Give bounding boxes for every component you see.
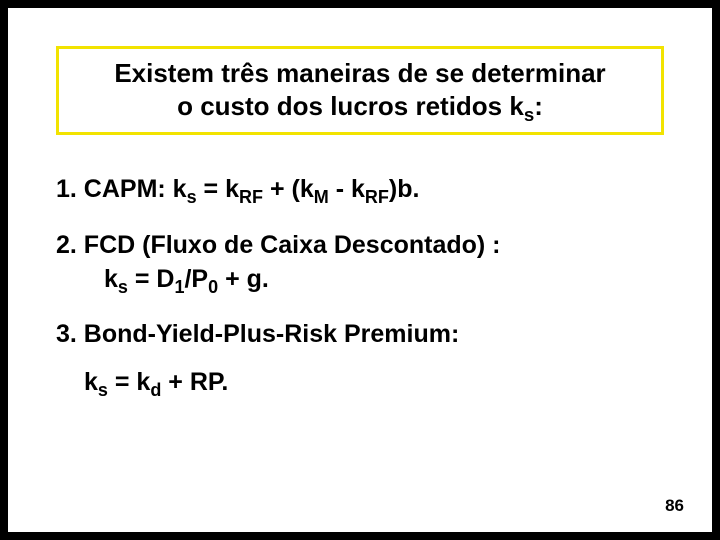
list-item: 2. FCD (Fluxo de Caixa Descontado) : ks … [56, 229, 664, 297]
text-fragment: = k [108, 368, 150, 396]
title-line-2: o custo dos lucros retidos ks: [73, 90, 647, 123]
page-number: 86 [665, 496, 684, 516]
subscript: s [118, 277, 128, 297]
text-fragment: - k [329, 175, 365, 203]
subscript: s [98, 380, 108, 400]
text-fragment: k [104, 265, 118, 293]
formula-line: ks = kd + RP. [56, 366, 664, 400]
subscript: RF [239, 187, 263, 207]
text-fragment: 1. CAPM: k [56, 175, 187, 203]
text-fragment: 2. FCD (Fluxo de Caixa Descontado) : [56, 231, 501, 259]
subscript: s [187, 187, 197, 207]
subscript: M [314, 187, 329, 207]
list-item: 3. Bond-Yield-Plus-Risk Premium: ks = kd… [56, 318, 664, 400]
text-fragment: = k [197, 175, 239, 203]
text-fragment: /P [184, 265, 208, 293]
title-text-fragment: o custo dos lucros retidos k [177, 91, 524, 121]
formula-line: ks = D1/P0 + g. [56, 263, 664, 297]
methods-list: 1. CAPM: ks = kRF + (kM - kRF)b. 2. FCD … [48, 173, 672, 400]
title-text-fragment: : [534, 91, 543, 121]
subscript: d [150, 380, 161, 400]
subscript: s [524, 104, 534, 125]
slide: Existem três maneiras de se determinar o… [8, 8, 712, 532]
subscript: 1 [174, 277, 184, 297]
title-box: Existem três maneiras de se determinar o… [56, 46, 664, 135]
list-item: 1. CAPM: ks = kRF + (kM - kRF)b. [56, 173, 664, 207]
text-fragment: + (k [263, 175, 314, 203]
text-fragment: = D [128, 265, 175, 293]
subscript: RF [365, 187, 389, 207]
text-fragment: 3. Bond-Yield-Plus-Risk Premium: [56, 320, 459, 348]
text-fragment: k [84, 368, 98, 396]
title-line-1: Existem três maneiras de se determinar [73, 57, 647, 90]
text-fragment: + g. [218, 265, 269, 293]
text-fragment: )b. [389, 175, 420, 203]
text-fragment: + RP. [161, 368, 228, 396]
subscript: 0 [208, 277, 218, 297]
